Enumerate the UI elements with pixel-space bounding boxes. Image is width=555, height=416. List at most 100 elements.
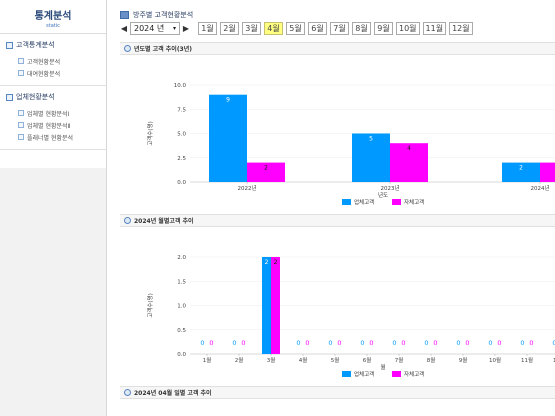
bar-self[interactable] (540, 162, 555, 182)
sidebar-item-vendor-status-2[interactable]: 업체별 현황분석Ⅱ (0, 119, 106, 131)
x-tick-label: 9월 (459, 356, 468, 364)
legend-swatch (392, 199, 401, 205)
month-button-7[interactable]: 7월 (330, 22, 349, 35)
y-tick-label: 0.0 (177, 352, 186, 358)
month-button-6[interactable]: 6월 (308, 22, 327, 35)
page-icon (18, 70, 24, 76)
data-label: 0 (296, 339, 300, 347)
month-button-4[interactable]: 4월 (264, 22, 283, 35)
bar-self[interactable] (390, 143, 428, 182)
month-button-11[interactable]: 11월 (422, 22, 447, 35)
section-header-monthly: 2024년 월별고객 추이 (120, 214, 555, 227)
y-tick-label: 2.5 (177, 156, 186, 162)
data-label: 2 (519, 165, 523, 172)
data-label: 0 (465, 339, 469, 347)
sidebar-item-customer-status[interactable]: 고객현황분석 (0, 55, 106, 67)
year-select[interactable]: 2024 년 ▾ (130, 22, 180, 35)
bar-self[interactable] (247, 162, 285, 182)
month-button-9[interactable]: 9월 (374, 22, 393, 35)
x-tick-label: 10월 (489, 356, 501, 364)
x-tick-label: 2024년 (530, 184, 549, 192)
data-label: 0 (360, 339, 364, 347)
month-button-12[interactable]: 12월 (449, 22, 473, 35)
data-label: 0 (392, 339, 396, 347)
y-tick-label: 0.5 (177, 328, 186, 334)
month-button-8[interactable]: 8월 (352, 22, 371, 35)
sidebar-item-label: 고객현황분석 (27, 58, 61, 66)
x-tick-label: 2022년 (237, 184, 256, 192)
month-button-1[interactable]: 1월 (198, 22, 217, 35)
data-label: 2 (264, 165, 268, 172)
month-button-5[interactable]: 5월 (286, 22, 305, 35)
x-axis-label: 월 (380, 363, 385, 371)
sidebar-group-customer-header[interactable]: 고객통계분석 (0, 40, 106, 50)
x-tick-label: 12월 (553, 356, 555, 364)
sidebar-group-label: 업체현황분석 (16, 93, 55, 101)
year-select-value: 2024 년 (134, 24, 165, 33)
bar-vendor[interactable] (352, 133, 390, 183)
y-axis-label: 고객수(명) (147, 293, 154, 318)
folder-icon (6, 93, 13, 101)
y-tick-label: 0.0 (177, 180, 186, 186)
bar-vendor[interactable] (502, 162, 540, 182)
sidebar-item-planner-status[interactable]: 플래너별 현황분석 (0, 131, 106, 143)
sidebar-group-vendor: 업체현황분석 업체별 현황분석Ⅰ 업체별 현황분석Ⅱ 플래너별 현황분석 (0, 86, 106, 150)
bullet-icon (124, 45, 131, 52)
sidebar-item-label: 플래너별 현황분석 (27, 134, 74, 142)
next-year-arrow-icon[interactable]: ▶ (182, 24, 190, 33)
y-tick-label: 10.0 (174, 83, 187, 89)
y-tick-label: 5.0 (177, 132, 186, 138)
x-tick-label: 11월 (521, 356, 533, 364)
page-icon (18, 58, 24, 64)
data-label: 0 (424, 339, 428, 347)
month-button-10[interactable]: 10월 (396, 22, 420, 35)
sidebar-item-label: 업체별 현황분석Ⅱ (27, 122, 71, 130)
legend-label: 자체고객 (404, 198, 424, 206)
y-tick-label: 7.5 (177, 107, 186, 113)
page-icon (18, 110, 24, 116)
bullet-icon (124, 217, 131, 224)
data-label: 0 (488, 339, 492, 347)
monthly-chart: 0.0 0.5 1.0 1.5 2.0 고객수(명) 1월 0 0 2월 0 0 3월 2 2 4월 0 0 5월 0… (120, 227, 555, 385)
page-icon (18, 122, 24, 128)
data-label: 0 (433, 339, 437, 347)
bar-vendor[interactable] (209, 94, 247, 182)
data-label: 0 (552, 339, 555, 347)
sidebar-item-rental-status[interactable]: 대여현황분석 (0, 67, 106, 79)
data-label: 9 (226, 97, 230, 104)
section-header-daily: 2024년 04월 일별 고객 추이 (120, 386, 555, 399)
x-tick-label: 5월 (331, 356, 340, 364)
prev-year-arrow-icon[interactable]: ◀ (120, 24, 128, 33)
data-label: 0 (529, 339, 533, 347)
x-tick-label: 1월 (203, 356, 212, 364)
legend-swatch (342, 371, 351, 377)
y-tick-label: 1.0 (177, 304, 186, 310)
page-header: 방주별 고객현황분석 (120, 10, 193, 20)
x-tick-label: 2023년 (380, 184, 399, 192)
y-tick-label: 2.0 (177, 255, 186, 261)
legend-swatch (342, 199, 351, 205)
x-tick-label: 4월 (299, 356, 308, 364)
data-label: 0 (369, 339, 373, 347)
data-label: 0 (456, 339, 460, 347)
sidebar-item-vendor-status-1[interactable]: 업체별 현황분석Ⅰ (0, 107, 106, 119)
sidebar-title: 통계분석 (34, 11, 72, 22)
sidebar-group-vendor-header[interactable]: 업체현황분석 (0, 92, 106, 102)
page-icon (18, 134, 24, 140)
data-label: 0 (520, 339, 524, 347)
month-button-3[interactable]: 3월 (242, 22, 261, 35)
section-header-yearly: 년도별 고객 추이(3년) (120, 42, 555, 55)
sidebar-group-label: 고객통계분석 (16, 41, 55, 49)
data-label: 0 (328, 339, 332, 347)
chevron-down-icon: ▾ (172, 25, 176, 32)
bar-self[interactable] (271, 257, 280, 354)
data-label: 0 (200, 339, 204, 347)
sidebar-item-label: 대여현황분석 (27, 70, 61, 78)
data-label: 0 (401, 339, 405, 347)
legend-swatch (392, 371, 401, 377)
month-button-2[interactable]: 2월 (220, 22, 239, 35)
main-content: 방주별 고객현황분석 ◀ 2024 년 ▾ ▶ 1월 2월 3월 4월 5월 6월 7월 8월… (110, 0, 555, 416)
bar-vendor[interactable] (262, 257, 271, 354)
legend-label: 업체고객 (354, 370, 374, 378)
